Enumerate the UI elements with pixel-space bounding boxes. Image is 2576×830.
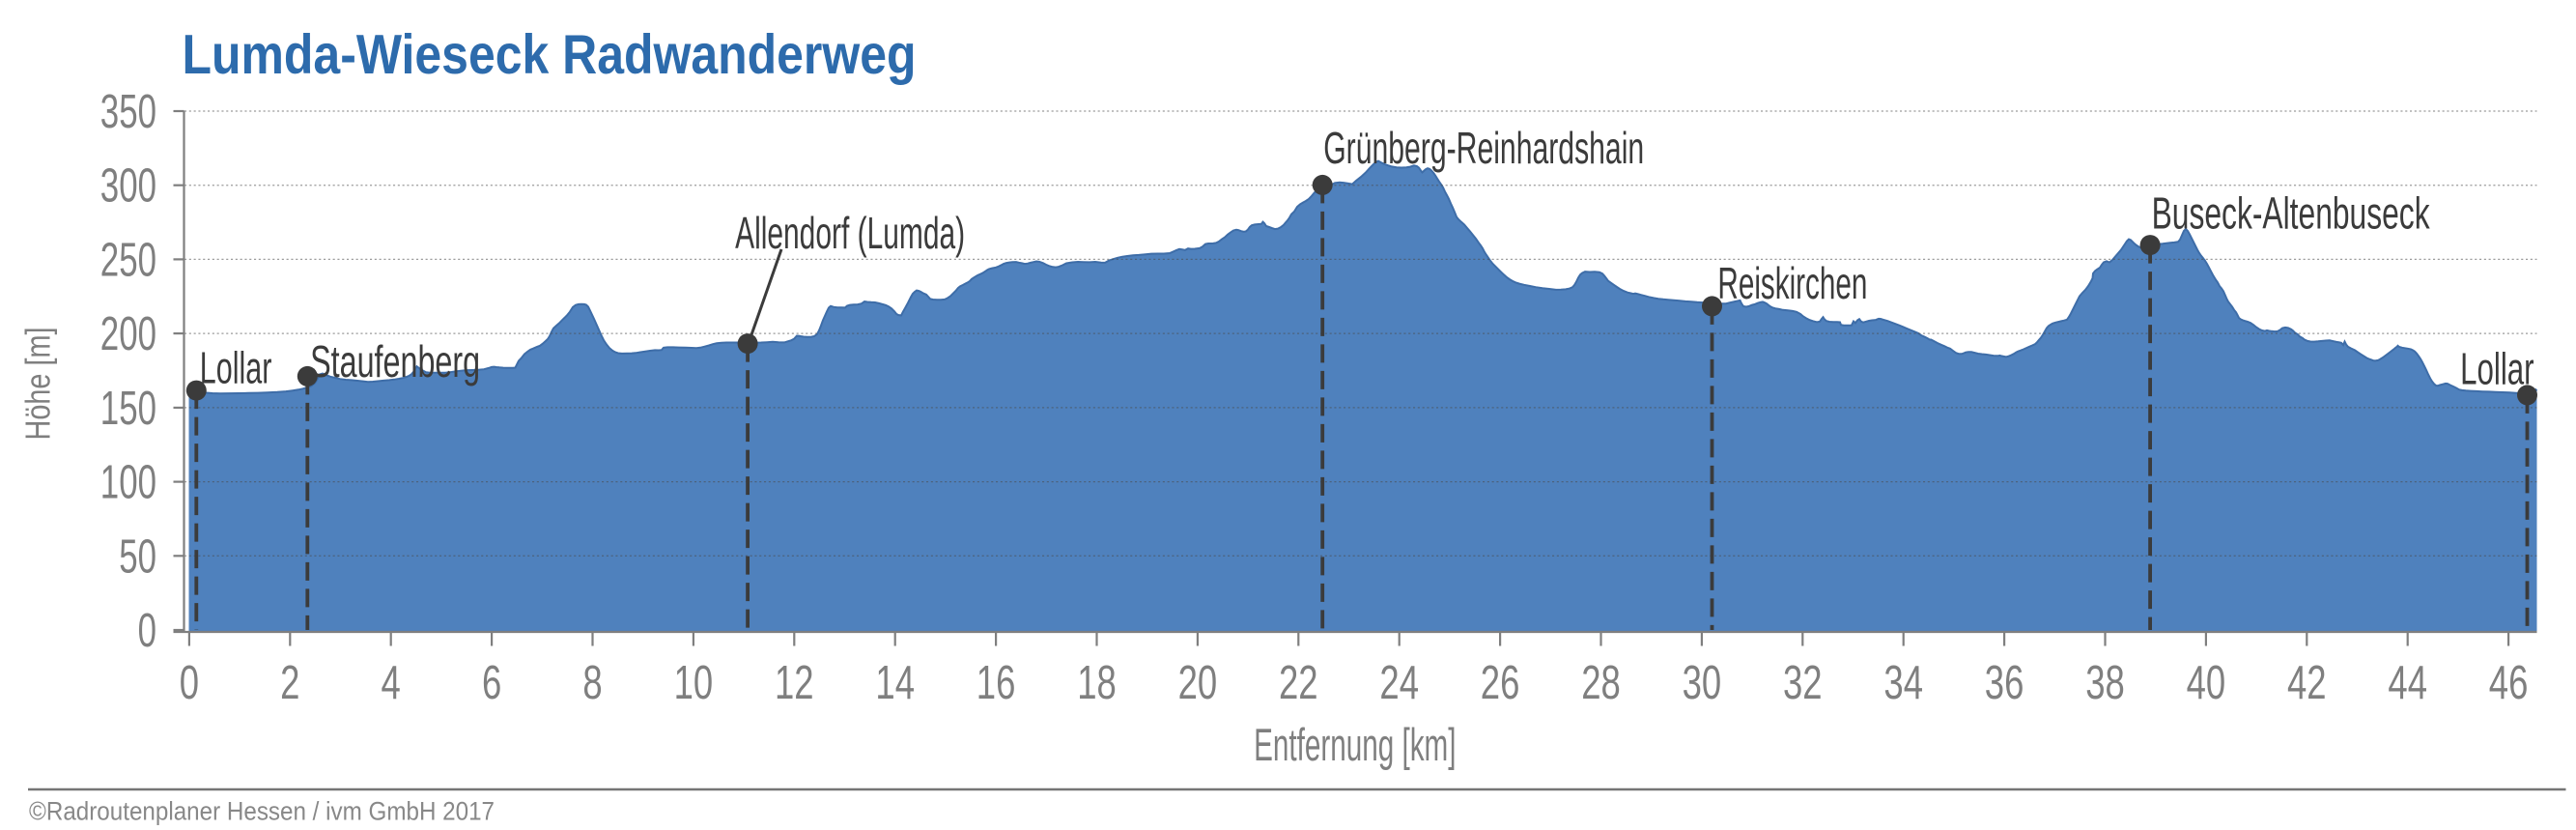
- svg-text:Buseck-Altenbuseck: Buseck-Altenbuseck: [2152, 188, 2431, 239]
- svg-text:16: 16: [977, 657, 1016, 709]
- svg-text:Allendorf (Lumda): Allendorf (Lumda): [735, 208, 965, 258]
- svg-text:Lumda-Wieseck Radwanderweg: Lumda-Wieseck Radwanderweg: [183, 24, 917, 86]
- svg-text:20: 20: [1178, 657, 1218, 709]
- svg-text:Lollar: Lollar: [2460, 344, 2534, 394]
- svg-text:Lollar: Lollar: [200, 342, 272, 392]
- svg-text:250: 250: [100, 234, 156, 286]
- svg-text:6: 6: [482, 657, 501, 709]
- svg-text:32: 32: [1783, 657, 1823, 709]
- svg-text:24: 24: [1379, 657, 1419, 709]
- svg-text:350: 350: [100, 86, 156, 138]
- svg-text:150: 150: [100, 383, 156, 435]
- svg-text:38: 38: [2085, 657, 2125, 709]
- svg-text:14: 14: [875, 657, 915, 709]
- svg-text:4: 4: [382, 657, 401, 709]
- svg-text:28: 28: [1581, 657, 1621, 709]
- svg-text:50: 50: [119, 530, 156, 583]
- svg-text:8: 8: [582, 657, 602, 709]
- svg-text:10: 10: [674, 657, 714, 709]
- svg-text:34: 34: [1883, 657, 1923, 709]
- svg-text:Reiskirchen: Reiskirchen: [1717, 258, 1867, 308]
- svg-text:42: 42: [2287, 657, 2327, 709]
- svg-text:22: 22: [1279, 657, 1318, 709]
- svg-text:2: 2: [280, 657, 299, 709]
- svg-text:46: 46: [2489, 657, 2529, 709]
- svg-text:26: 26: [1481, 657, 1520, 709]
- svg-text:200: 200: [100, 308, 156, 360]
- svg-text:Höhe [m]: Höhe [m]: [18, 328, 58, 441]
- svg-text:18: 18: [1077, 657, 1117, 709]
- svg-text:©Radroutenplaner Hessen / ivm: ©Radroutenplaner Hessen / ivm GmbH 2017: [29, 797, 495, 826]
- svg-text:100: 100: [100, 457, 156, 509]
- svg-text:Entfernung [km]: Entfernung [km]: [1254, 719, 1456, 770]
- svg-text:40: 40: [2187, 657, 2226, 709]
- svg-text:300: 300: [100, 160, 156, 213]
- svg-text:36: 36: [1985, 657, 2024, 709]
- svg-text:Grünberg-Reinhardshain: Grünberg-Reinhardshain: [1323, 123, 1644, 173]
- svg-text:0: 0: [180, 657, 199, 709]
- svg-text:12: 12: [775, 657, 814, 709]
- svg-text:30: 30: [1683, 657, 1722, 709]
- svg-text:Staufenberg: Staufenberg: [310, 336, 480, 386]
- svg-text:44: 44: [2388, 657, 2427, 709]
- svg-text:0: 0: [138, 605, 156, 657]
